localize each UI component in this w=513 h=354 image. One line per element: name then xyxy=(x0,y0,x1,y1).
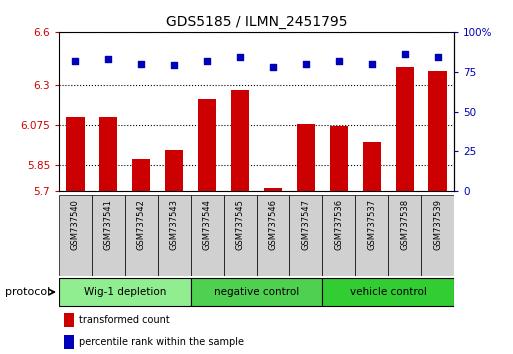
Bar xyxy=(322,195,355,276)
Bar xyxy=(100,117,117,191)
Text: GSM737540: GSM737540 xyxy=(71,199,80,250)
Bar xyxy=(363,142,381,191)
Point xyxy=(170,62,179,68)
Text: GSM737544: GSM737544 xyxy=(203,199,212,250)
Bar xyxy=(132,159,150,191)
Text: vehicle control: vehicle control xyxy=(350,287,427,297)
Bar xyxy=(330,126,348,191)
Bar xyxy=(66,117,85,191)
Text: GSM737536: GSM737536 xyxy=(334,199,343,250)
Bar xyxy=(428,71,447,191)
Bar xyxy=(64,313,74,327)
Point xyxy=(401,51,409,57)
Bar xyxy=(421,195,454,276)
Text: GSM737539: GSM737539 xyxy=(433,199,442,250)
Bar xyxy=(59,278,191,306)
Point xyxy=(334,58,343,63)
Point xyxy=(269,64,277,70)
Bar xyxy=(355,195,388,276)
Point xyxy=(137,61,145,67)
Bar xyxy=(297,124,315,191)
Point xyxy=(71,58,80,63)
Text: transformed count: transformed count xyxy=(79,315,170,325)
Title: GDS5185 / ILMN_2451795: GDS5185 / ILMN_2451795 xyxy=(166,16,347,29)
Bar xyxy=(59,195,92,276)
Bar xyxy=(191,195,224,276)
Text: percentile rank within the sample: percentile rank within the sample xyxy=(79,337,244,347)
Bar xyxy=(92,195,125,276)
Text: protocol: protocol xyxy=(5,287,50,297)
Bar xyxy=(256,195,289,276)
Bar xyxy=(231,90,249,191)
Bar xyxy=(388,195,421,276)
Bar xyxy=(165,150,183,191)
Bar xyxy=(224,195,256,276)
Point xyxy=(236,55,244,60)
Text: GSM737537: GSM737537 xyxy=(367,199,376,250)
Bar xyxy=(64,335,74,349)
Bar xyxy=(289,195,322,276)
Text: GSM737541: GSM737541 xyxy=(104,199,113,250)
Bar xyxy=(125,195,158,276)
Text: GSM737543: GSM737543 xyxy=(170,199,179,250)
Point xyxy=(203,58,211,63)
Text: GSM737538: GSM737538 xyxy=(400,199,409,250)
Bar xyxy=(396,67,413,191)
Bar xyxy=(198,99,216,191)
Text: GSM737547: GSM737547 xyxy=(301,199,310,250)
Point xyxy=(368,61,376,67)
Point xyxy=(302,61,310,67)
Text: GSM737545: GSM737545 xyxy=(235,199,245,250)
Point xyxy=(433,55,442,60)
Bar xyxy=(322,278,454,306)
Text: negative control: negative control xyxy=(214,287,299,297)
Bar xyxy=(191,278,322,306)
Bar xyxy=(264,188,282,191)
Bar xyxy=(158,195,191,276)
Point xyxy=(104,56,112,62)
Text: Wig-1 depletion: Wig-1 depletion xyxy=(84,287,166,297)
Text: GSM737542: GSM737542 xyxy=(137,199,146,250)
Text: GSM737546: GSM737546 xyxy=(268,199,278,250)
